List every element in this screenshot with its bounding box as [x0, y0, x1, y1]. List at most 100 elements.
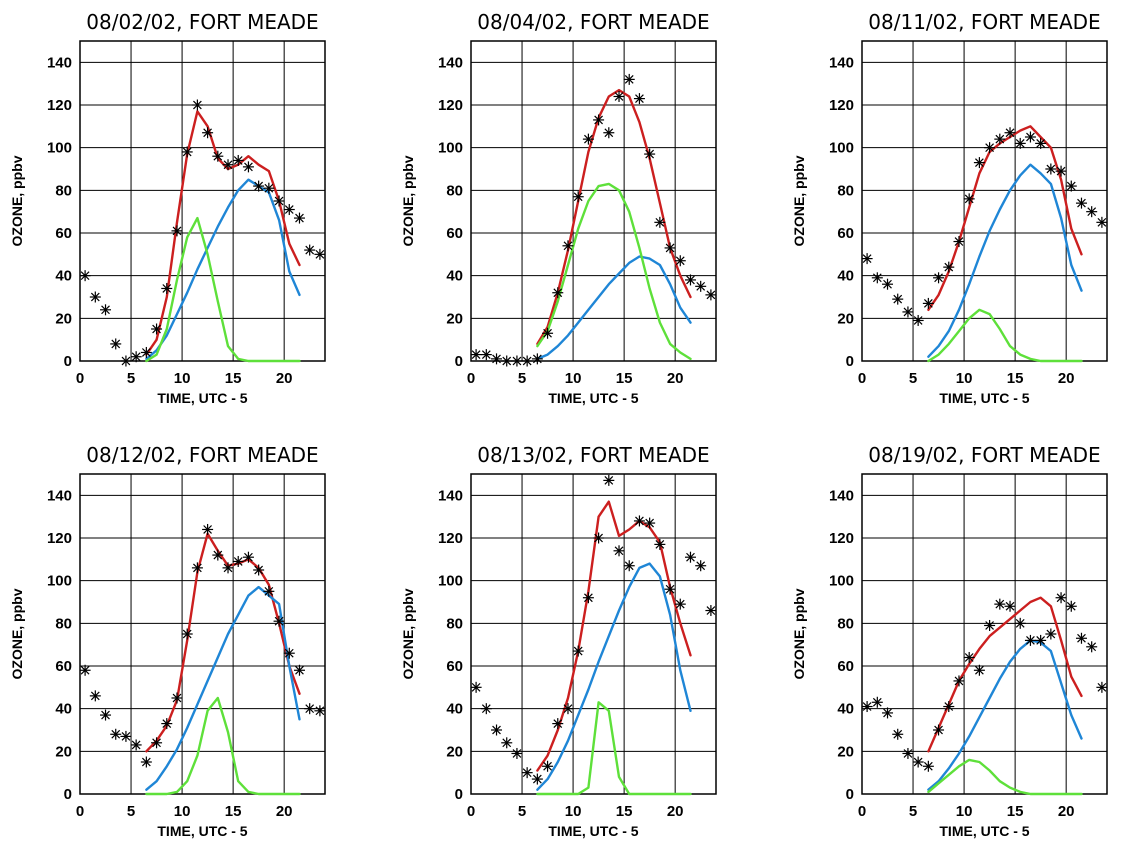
observation-point [664, 583, 676, 595]
observation-point [562, 240, 574, 252]
observation-point [1065, 180, 1077, 192]
x-tick-label: 5 [127, 370, 135, 387]
observation-point [120, 355, 132, 367]
observation-point [212, 549, 224, 561]
y-tick-label: 100 [829, 573, 854, 590]
observation-point [1035, 137, 1047, 149]
y-tick-label: 40 [446, 701, 463, 718]
x-tick-label: 20 [667, 803, 684, 820]
observation-point [1075, 632, 1087, 644]
y-tick-label: 100 [438, 140, 463, 157]
chart-title: 08/19/02, FORT MEADE [868, 443, 1100, 467]
observation-point [1086, 206, 1098, 218]
y-tick-label: 20 [55, 310, 72, 327]
observation-point [1065, 600, 1077, 612]
y-tick-label: 120 [47, 97, 72, 114]
observation-point [191, 99, 203, 111]
observation-point [304, 703, 316, 715]
observation-point [963, 193, 975, 205]
observation-point [593, 114, 605, 126]
observation-point [501, 355, 513, 367]
x-tick-label: 15 [616, 803, 633, 820]
series-line-blue [536, 562, 692, 791]
observation-point [933, 724, 945, 736]
observation-point [181, 628, 193, 640]
observation-point [861, 253, 873, 265]
observation-point [882, 707, 894, 719]
observation-point [654, 538, 666, 550]
observation-point [861, 701, 873, 713]
x-axis-label: TIME, UTC - 5 [157, 390, 247, 406]
y-tick-label: 120 [438, 530, 463, 547]
observation-point [202, 127, 214, 139]
x-tick-label: 5 [518, 370, 526, 387]
observation-point [161, 718, 173, 730]
observation-point [984, 619, 996, 631]
series-line-red [536, 500, 692, 772]
x-tick-label: 15 [225, 803, 242, 820]
y-tick-label: 0 [846, 353, 854, 370]
plot-frame [79, 40, 326, 362]
observation-point [623, 73, 635, 85]
observation-point [664, 242, 676, 254]
observation-point [892, 293, 904, 305]
observation-point [552, 287, 564, 299]
observation-point [511, 747, 523, 759]
x-tick-label: 10 [956, 803, 973, 820]
x-tick-label: 5 [127, 803, 135, 820]
chart-panel-1: 08/02/02, FORT MEADE 0 5 10 15 20 0 20 40 60 80 100… [9, 10, 326, 406]
x-tick-label: 0 [76, 803, 84, 820]
y-tick-label: 40 [837, 268, 854, 285]
observation-point [613, 545, 625, 557]
observation-point [480, 349, 492, 361]
x-tick-label: 15 [1007, 370, 1024, 387]
observation-point [151, 323, 163, 335]
observation-point [531, 773, 543, 785]
observation-point [922, 760, 934, 772]
observation-point [283, 647, 295, 659]
observation-point [293, 664, 305, 676]
x-axis-label: TIME, UTC - 5 [548, 390, 638, 406]
y-tick-label: 60 [446, 225, 463, 242]
y-tick-label: 140 [47, 487, 72, 504]
observation-point [684, 274, 696, 286]
observation-point [314, 705, 326, 717]
chart-panel-2: 08/04/02, FORT MEADE 0 5 10 15 20 0 20 40 60 80 100… [400, 10, 717, 406]
observation-point [623, 560, 635, 572]
observation-point [1045, 163, 1057, 175]
y-tick-label: 140 [829, 54, 854, 71]
y-tick-label: 80 [55, 182, 72, 199]
observation-point [491, 724, 503, 736]
y-tick-label: 0 [64, 353, 72, 370]
y-tick-label: 0 [846, 786, 854, 803]
observation-point [963, 651, 975, 663]
chart-panel-3: 08/11/02, FORT MEADE 0 5 10 15 20 0 20 40 60 80 100… [791, 10, 1108, 406]
observation-point [902, 306, 914, 318]
y-axis-label: OZONE, ppbv [791, 155, 807, 246]
x-tick-label: 0 [467, 803, 475, 820]
y-axis-label: OZONE, ppbv [400, 155, 416, 246]
observation-point [1024, 634, 1036, 646]
observation-point [892, 728, 904, 740]
observation-point [89, 291, 101, 303]
x-axis-label: TIME, UTC - 5 [157, 823, 247, 839]
series-line-red [927, 125, 1083, 311]
series-line-green [927, 308, 1083, 363]
observation-point [994, 598, 1006, 610]
y-tick-label: 20 [446, 743, 463, 760]
observation-point [871, 696, 883, 708]
y-tick-label: 120 [438, 97, 463, 114]
chart-title: 08/02/02, FORT MEADE [86, 10, 318, 34]
x-tick-label: 0 [76, 370, 84, 387]
y-tick-label: 40 [55, 701, 72, 718]
observation-point [140, 346, 152, 358]
observation-point [684, 551, 696, 563]
y-tick-label: 120 [829, 97, 854, 114]
observation-point [572, 645, 584, 657]
y-tick-label: 60 [55, 225, 72, 242]
y-tick-label: 120 [47, 530, 72, 547]
series-line-green [145, 696, 301, 796]
observation-point [973, 157, 985, 169]
y-tick-label: 0 [64, 786, 72, 803]
y-tick-label: 20 [837, 743, 854, 760]
